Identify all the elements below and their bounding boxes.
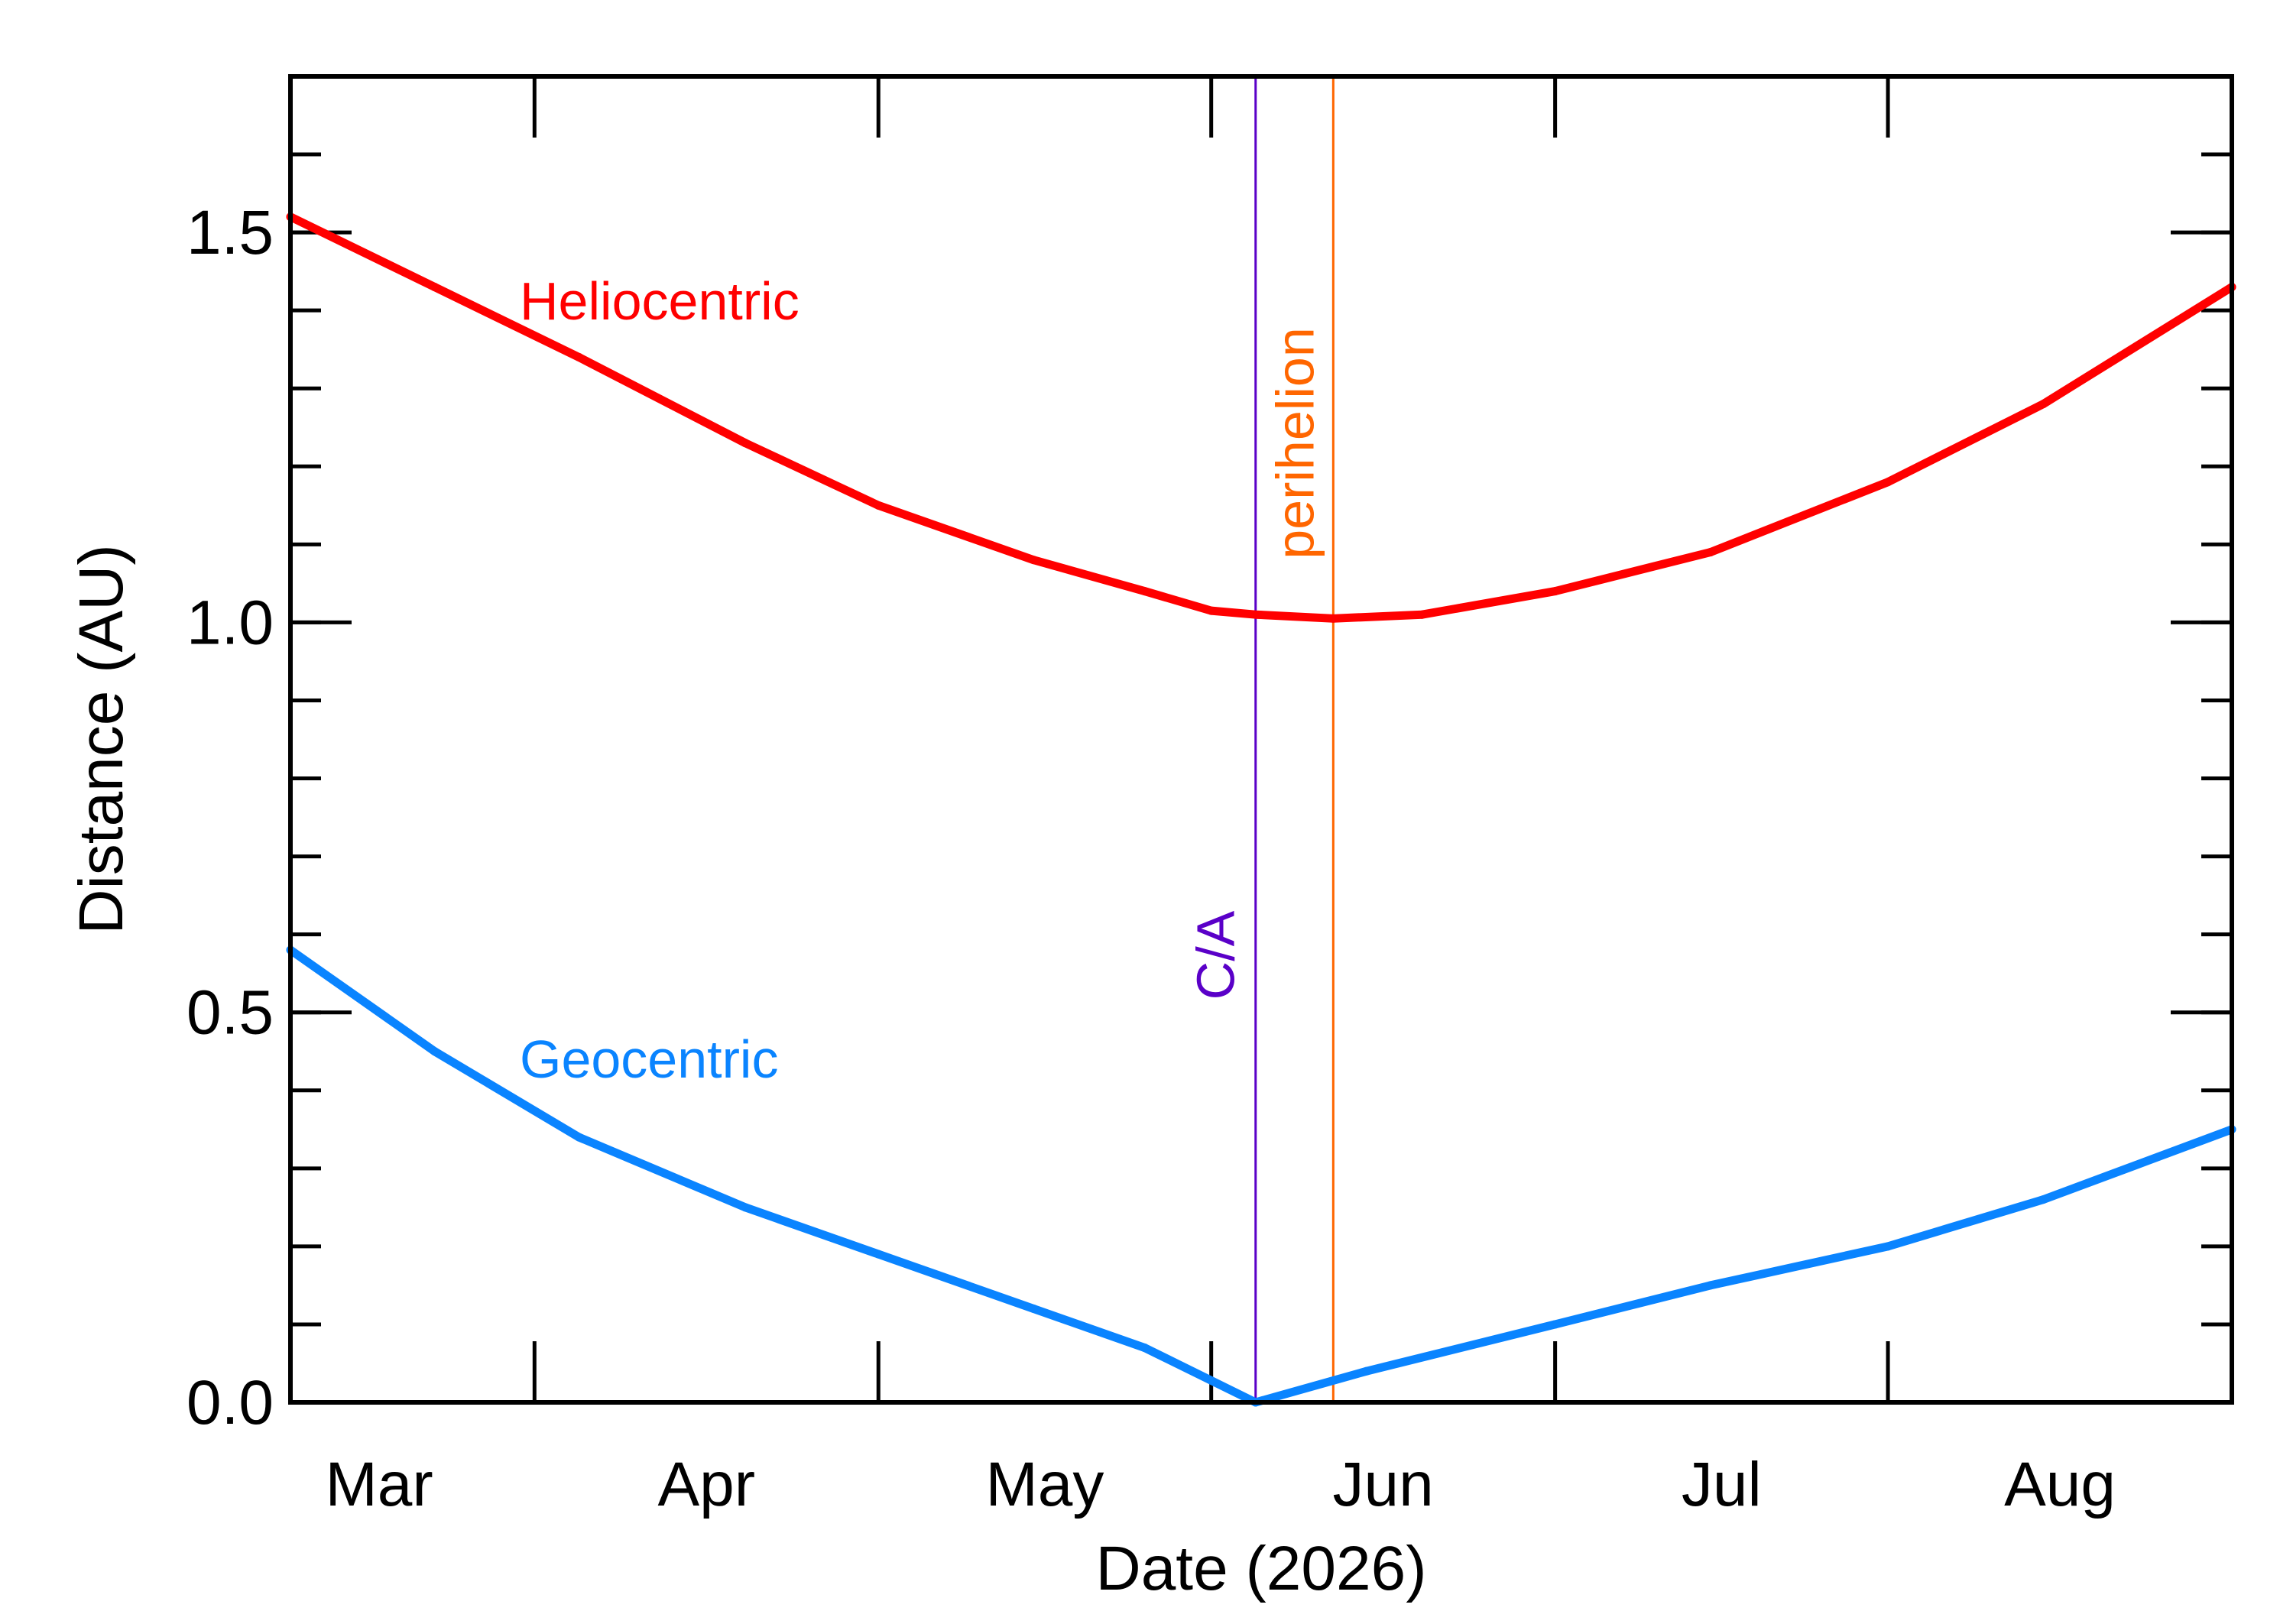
marker-lines <box>1254 76 1335 1402</box>
y-axis-title: Distance (AU) <box>66 544 136 934</box>
heliocentric-point <box>1417 610 1426 619</box>
y-tick-label: 1.0 <box>186 588 274 657</box>
heliocentric-point <box>1551 587 1560 596</box>
x-tick-label: May <box>986 1450 1104 1519</box>
heliocentric-point <box>1207 606 1216 615</box>
plot-frame <box>288 74 2234 1405</box>
x-tick-label: Apr <box>657 1450 755 1519</box>
geocentric-point <box>1029 1305 1038 1314</box>
annotations: C/A perihelion Heliocentric Geocentric <box>520 271 1325 1089</box>
geocentric-line <box>286 945 2236 1407</box>
tick-labels: 0.0 0.5 1.0 1.5 Mar Apr May Jun Jul Aug <box>186 198 2116 1519</box>
geocentric-label: Geocentric <box>520 1029 778 1089</box>
heliocentric-point <box>2038 400 2048 409</box>
geocentric-point <box>1706 1281 1715 1290</box>
geocentric-point <box>1883 1242 1892 1251</box>
geocentric-point <box>874 1250 883 1259</box>
geocentric-point <box>741 1203 750 1212</box>
x-axis-title: Date (2026) <box>1095 1534 1426 1603</box>
geocentric-point <box>1362 1366 1371 1376</box>
geocentric-point <box>430 1047 439 1056</box>
y-tick-label: 1.5 <box>186 198 274 267</box>
heliocentric-point <box>1029 556 1038 565</box>
x-tick-label: Jul <box>1682 1450 1762 1519</box>
perihelion-label: perihelion <box>1265 327 1325 559</box>
heliocentric-point <box>1706 548 1715 557</box>
heliocentric-line <box>286 212 2236 623</box>
heliocentric-point <box>430 283 439 292</box>
heliocentric-label: Heliocentric <box>520 271 799 331</box>
geocentric-point <box>574 1133 583 1142</box>
heliocentric-point <box>741 439 750 448</box>
y-tick-label: 0.5 <box>186 978 274 1048</box>
heliocentric-point <box>1883 478 1892 487</box>
y-tick-label: 0.0 <box>186 1368 274 1438</box>
geocentric-point <box>2038 1195 2048 1204</box>
heliocentric-point <box>1140 587 1150 596</box>
series-lines <box>286 212 2236 1407</box>
closest-approach-label: C/A <box>1186 910 1246 1000</box>
heliocentric-point <box>874 501 883 510</box>
geocentric-point <box>1551 1320 1560 1329</box>
x-tick-label: Aug <box>2004 1450 2116 1519</box>
x-tick-label: Jun <box>1333 1450 1434 1519</box>
heliocentric-point <box>574 352 583 361</box>
x-tick-label: Mar <box>326 1450 433 1519</box>
geocentric-point <box>1140 1344 1150 1353</box>
heliocentric-point <box>1251 610 1260 619</box>
heliocentric-point <box>1328 614 1338 623</box>
